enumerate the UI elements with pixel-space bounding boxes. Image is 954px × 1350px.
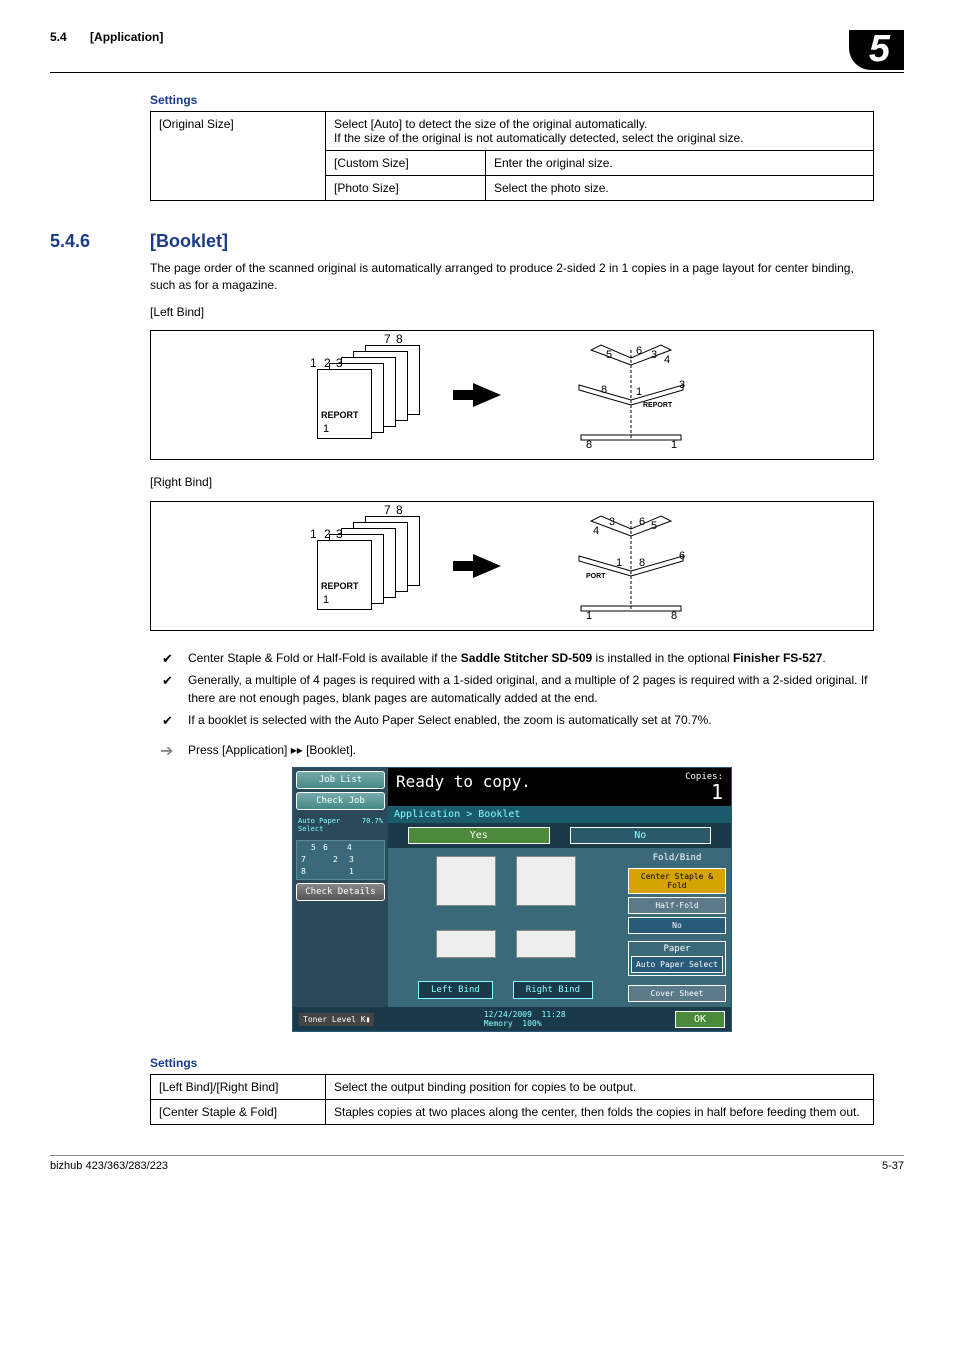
svg-text:8: 8 [671,610,677,621]
settings-table-1: [Original Size] Select [Auto] to detect … [150,111,874,201]
header-left: 5.4 [Application] [50,30,163,44]
step-instruction: Press [Application] ▸▸ [Booklet]. [150,743,874,757]
lcd-screenshot: Job List Check Job Auto Paper Select70.7… [292,767,732,1032]
svg-text:8: 8 [639,557,645,569]
yes-no-tabs: Yes No [388,823,731,848]
cell-custom-desc: Enter the original size. [486,151,874,176]
page-header: 5.4 [Application] 5 [50,30,904,73]
svg-text:5: 5 [651,520,657,532]
right-bind-label: [Right Bind] [150,474,874,491]
preview-icons [436,856,576,906]
table-row: [Left Bind]/[Right Bind] Select the outp… [151,1075,874,1100]
check-job-button[interactable]: Check Job [296,792,385,810]
intro-text: The page order of the scanned original i… [150,260,874,294]
ready-text: Ready to copy. [396,772,531,802]
check-details-button[interactable]: Check Details [296,883,385,901]
cell-original-desc: Select [Auto] to detect the size of the … [326,112,874,151]
status-bar: Ready to copy. Copies:1 [388,768,731,806]
copies-count: Copies:1 [685,772,723,802]
report-label: REPORT [321,581,359,591]
booklet-result: 4 3 6 5 1 8 6 PORT 1 8 [531,511,731,621]
svg-text:3: 3 [609,516,615,528]
half-fold-option[interactable]: Half-Fold [628,897,726,914]
cell-bind-label: [Left Bind]/[Right Bind] [151,1075,326,1100]
svg-text:6: 6 [636,345,642,357]
svg-text:REPORT: REPORT [643,402,673,409]
footer-page: 5-37 [882,1160,904,1172]
heading-number: 5.4.6 [50,231,145,252]
cell-photo-desc: Select the photo size. [486,176,874,201]
date-time: 12/24/2009 11:28 Memory 100% [484,1010,566,1028]
footer-model: bizhub 423/363/283/223 [50,1160,168,1172]
svg-text:4: 4 [664,354,670,366]
svg-text:PORT: PORT [586,573,606,580]
cell-original-size: [Original Size] [151,112,326,201]
svg-text:3: 3 [679,379,685,391]
chapter-badge: 5 [849,30,904,70]
svg-text:1: 1 [616,557,622,569]
preview-right-2 [516,930,576,958]
notes-list: Center Staple & Fold or Half-Fold is ava… [150,649,874,729]
page-footer: bizhub 423/363/283/223 5-37 [50,1155,904,1172]
table-row: [Original Size] Select [Auto] to detect … [151,112,874,151]
right-bind-button[interactable]: Right Bind [513,981,593,999]
svg-text:4: 4 [593,525,599,537]
table-row: [Center Staple & Fold] Staples copies at… [151,1100,874,1125]
booklet-heading: 5.4.6 [Booklet] [50,231,874,252]
yes-tab[interactable]: Yes [408,827,550,844]
auto-paper-label: Auto Paper Select70.7% [296,813,385,837]
report-label: REPORT [321,410,359,420]
svg-text:1: 1 [586,610,592,621]
settings-table-2: [Left Bind]/[Right Bind] Select the outp… [150,1074,874,1125]
preview-left-2 [436,930,496,958]
cell-bind-desc: Select the output binding position for c… [326,1075,874,1100]
list-item: Generally, a multiple of 4 pages is requ… [150,671,874,707]
job-list-button[interactable]: Job List [296,771,385,789]
page-stack: 78 123REPORT1 [293,345,443,445]
no-tab[interactable]: No [570,827,712,844]
page-thumb: 5 6 4 7 2 3 8 1 [296,840,385,880]
ok-button[interactable]: OK [675,1011,725,1028]
svg-text:3: 3 [651,349,657,361]
section-number: 5.4 [50,30,67,44]
page-stack: 78 123REPORT1 [293,516,443,616]
left-bind-button[interactable]: Left Bind [418,981,493,999]
preview-icons-2 [436,930,576,958]
cover-sheet-option[interactable]: Cover Sheet [628,985,726,1002]
center-staple-option[interactable]: Center Staple & Fold [628,868,726,894]
heading-title: [Booklet] [150,231,228,251]
left-bind-diagram: 78 123REPORT1 5 6 3 4 8 1 3 REPORT 8 1 [150,330,874,460]
arrow-icon [473,383,501,407]
svg-text:1: 1 [671,439,677,450]
left-bind-label: [Left Bind] [150,304,874,321]
settings-heading-1: Settings [150,93,874,107]
cell-staple-label: [Center Staple & Fold] [151,1100,326,1125]
breadcrumb: Application > Booklet [388,806,731,823]
list-item: If a booklet is selected with the Auto P… [150,711,874,729]
cell-custom-size: [Custom Size] [326,151,486,176]
section-title: [Application] [90,30,163,44]
arrow-icon [473,554,501,578]
svg-text:6: 6 [679,550,685,562]
svg-text:8: 8 [601,384,607,396]
no-option[interactable]: No [628,917,726,934]
svg-text:5: 5 [606,349,612,361]
toner-level: Toner Level K▮ [299,1013,374,1026]
cell-staple-desc: Staples copies at two places along the c… [326,1100,874,1125]
paper-box: Paper Auto Paper Select [628,941,726,976]
cell-photo-size: [Photo Size] [326,176,486,201]
fold-bind-title: Fold/Bind [628,853,726,863]
svg-text:6: 6 [639,516,645,528]
svg-text:1: 1 [636,386,642,398]
preview-right [516,856,576,906]
settings-heading-2: Settings [150,1056,874,1070]
booklet-result: 5 6 3 4 8 1 3 REPORT 8 1 [531,340,731,450]
list-item: Center Staple & Fold or Half-Fold is ava… [150,649,874,667]
auto-paper-option[interactable]: Auto Paper Select [631,956,723,973]
svg-text:8: 8 [586,439,592,450]
preview-left [436,856,496,906]
right-bind-diagram: 78 123REPORT1 4 3 6 5 1 8 6 PORT 1 8 [150,501,874,631]
